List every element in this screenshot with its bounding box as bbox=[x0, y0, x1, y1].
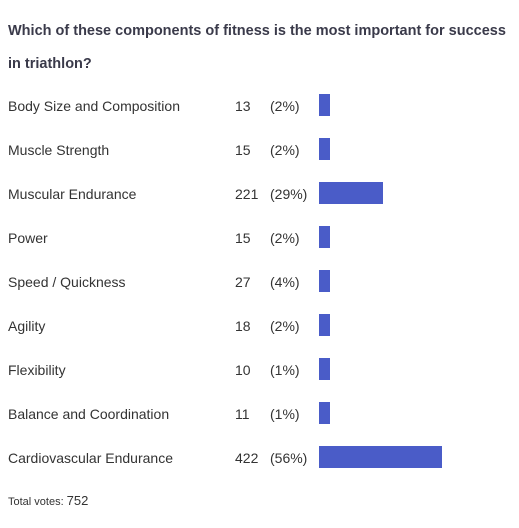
total-votes-label: Total votes: bbox=[8, 496, 64, 508]
vote-percent: (29%) bbox=[270, 186, 308, 202]
total-votes: Total votes: 752 bbox=[8, 492, 88, 510]
vote-bar bbox=[319, 446, 442, 468]
poll-row: Muscular Endurance 221 (29%) bbox=[8, 172, 519, 216]
vote-count: 11 bbox=[235, 406, 250, 422]
poll-row: Speed / Quickness 27 (4%) bbox=[8, 260, 519, 304]
vote-count: 13 bbox=[235, 98, 251, 114]
poll-rows: Body Size and Composition 13 (2%) Muscle St… bbox=[8, 84, 519, 480]
option-label: Agility bbox=[8, 318, 46, 334]
option-label: Flexibility bbox=[8, 362, 66, 378]
vote-percent: (1%) bbox=[270, 406, 300, 422]
vote-count: 15 bbox=[235, 230, 251, 246]
option-label: Body Size and Composition bbox=[8, 98, 180, 114]
vote-count: 422 bbox=[235, 450, 259, 466]
option-label: Muscle Strength bbox=[8, 142, 110, 158]
vote-percent: (2%) bbox=[270, 142, 300, 158]
option-label: Muscular Endurance bbox=[8, 186, 137, 202]
vote-bar bbox=[319, 358, 330, 380]
option-label: Cardiovascular Endurance bbox=[8, 450, 173, 466]
vote-bar bbox=[319, 270, 330, 292]
poll-row: Flexibility 10 (1%) bbox=[8, 348, 519, 392]
poll-row: Power 15 (2%) bbox=[8, 216, 519, 260]
poll-row: Muscle Strength 15 (2%) bbox=[8, 128, 519, 172]
vote-count: 18 bbox=[235, 318, 251, 334]
vote-percent: (2%) bbox=[270, 98, 300, 114]
vote-count: 10 bbox=[235, 362, 251, 378]
vote-percent: (2%) bbox=[270, 318, 300, 334]
vote-bar bbox=[319, 314, 330, 336]
poll-row: Balance and Coordination 11 (1%) bbox=[8, 392, 519, 436]
vote-count: 221 bbox=[235, 186, 259, 202]
vote-bar bbox=[319, 226, 330, 248]
option-label: Power bbox=[8, 230, 48, 246]
vote-count: 15 bbox=[235, 142, 251, 158]
vote-bar bbox=[319, 402, 330, 424]
vote-count: 27 bbox=[235, 274, 251, 290]
poll-row: Cardiovascular Endurance 422 (56%) bbox=[8, 436, 519, 480]
vote-percent: (2%) bbox=[270, 230, 300, 246]
vote-bar bbox=[319, 182, 383, 204]
vote-percent: (1%) bbox=[270, 362, 300, 378]
poll-question: Which of these components of fitness is … bbox=[8, 23, 506, 72]
poll-row: Body Size and Composition 13 (2%) bbox=[8, 84, 519, 128]
poll-row: Agility 18 (2%) bbox=[8, 304, 519, 348]
vote-percent: (4%) bbox=[270, 274, 300, 290]
vote-bar bbox=[319, 94, 330, 116]
vote-percent: (56%) bbox=[270, 450, 308, 466]
option-label: Speed / Quickness bbox=[8, 274, 126, 290]
vote-bar bbox=[319, 138, 330, 160]
total-votes-value: 752 bbox=[66, 493, 89, 508]
option-label: Balance and Coordination bbox=[8, 406, 170, 422]
